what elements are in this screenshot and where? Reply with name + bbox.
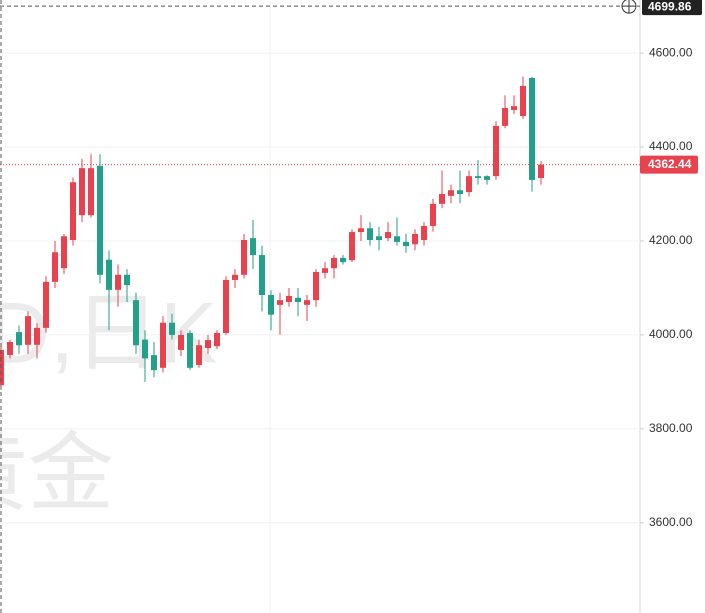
candle-body <box>25 316 31 345</box>
candle-body <box>313 271 319 301</box>
candle-body <box>232 274 238 280</box>
candle-body <box>349 232 355 261</box>
candle-body <box>97 165 103 275</box>
candle-body <box>16 332 22 346</box>
candle-body <box>340 257 346 263</box>
watermark: 黄金 <box>0 426 114 522</box>
candle-body <box>430 203 436 226</box>
candle-body <box>385 232 391 239</box>
candle-body <box>268 294 274 315</box>
candle-body <box>241 240 247 275</box>
candle-body <box>448 190 454 196</box>
candle-body <box>79 168 85 216</box>
candle-body <box>421 225 427 241</box>
crosshair-icon-cross <box>622 0 636 14</box>
candle-body <box>358 228 364 233</box>
candle-body <box>115 274 121 290</box>
y-tick-label: 3600.00 <box>649 515 693 529</box>
candle-body <box>61 236 67 269</box>
candle-body <box>367 228 373 241</box>
candle-body <box>151 355 157 371</box>
candle-body <box>160 322 166 368</box>
candle-body <box>187 333 193 368</box>
candle-body <box>538 164 544 179</box>
candle-body <box>394 236 400 242</box>
candle-body <box>466 176 472 193</box>
candle-body <box>124 274 130 286</box>
grid: 3600.00 3800.00 4000.00 4200.00 4400.00 4600.… <box>0 45 693 529</box>
candle-body <box>376 236 382 241</box>
candle-body <box>484 176 490 180</box>
candle-body <box>502 108 508 126</box>
y-tick-label: 4000.00 <box>649 327 693 341</box>
candle-body <box>178 334 184 350</box>
candle-body <box>403 241 409 247</box>
candle-body <box>295 297 301 303</box>
candle-body <box>277 300 283 305</box>
candle-body <box>475 176 481 179</box>
y-tick-label: 4200.00 <box>649 233 693 247</box>
candle-body <box>250 238 256 256</box>
candle-body <box>0 349 4 386</box>
candle-body <box>529 77 535 180</box>
candle-body <box>286 295 292 303</box>
y-tick-label: 3800.00 <box>649 421 693 435</box>
candle-body <box>304 300 310 305</box>
y-tick-label: 4400.00 <box>649 139 693 153</box>
candle-body <box>70 182 76 241</box>
candle-body <box>493 125 499 177</box>
candle-body <box>511 106 517 110</box>
candle-body <box>520 85 526 117</box>
candle-body <box>223 279 229 334</box>
candle-body <box>52 252 58 282</box>
candle-body <box>457 190 463 194</box>
candle-body <box>142 339 148 359</box>
candle-body <box>43 281 49 328</box>
candle-body <box>196 345 202 365</box>
candle-body <box>205 340 211 349</box>
y-tick-label: 4600.00 <box>649 45 693 59</box>
candle-body <box>214 333 220 347</box>
candle-body <box>412 233 418 245</box>
candle-body <box>322 268 328 273</box>
last-price-label: 4362.44 <box>648 157 692 171</box>
crosshair-label: 4699.86 <box>648 0 692 13</box>
candle-body <box>88 168 94 216</box>
last-price-tag <box>640 155 698 174</box>
candle-body <box>439 193 445 204</box>
crosshair-tag <box>642 0 702 16</box>
candle-body <box>133 300 139 346</box>
candle-body <box>259 255 265 295</box>
candle-body <box>331 257 337 269</box>
candle-body <box>34 327 40 345</box>
candle-body <box>106 259 112 290</box>
candle-body <box>169 322 175 335</box>
candle-body <box>7 341 13 356</box>
candles <box>0 76 544 390</box>
